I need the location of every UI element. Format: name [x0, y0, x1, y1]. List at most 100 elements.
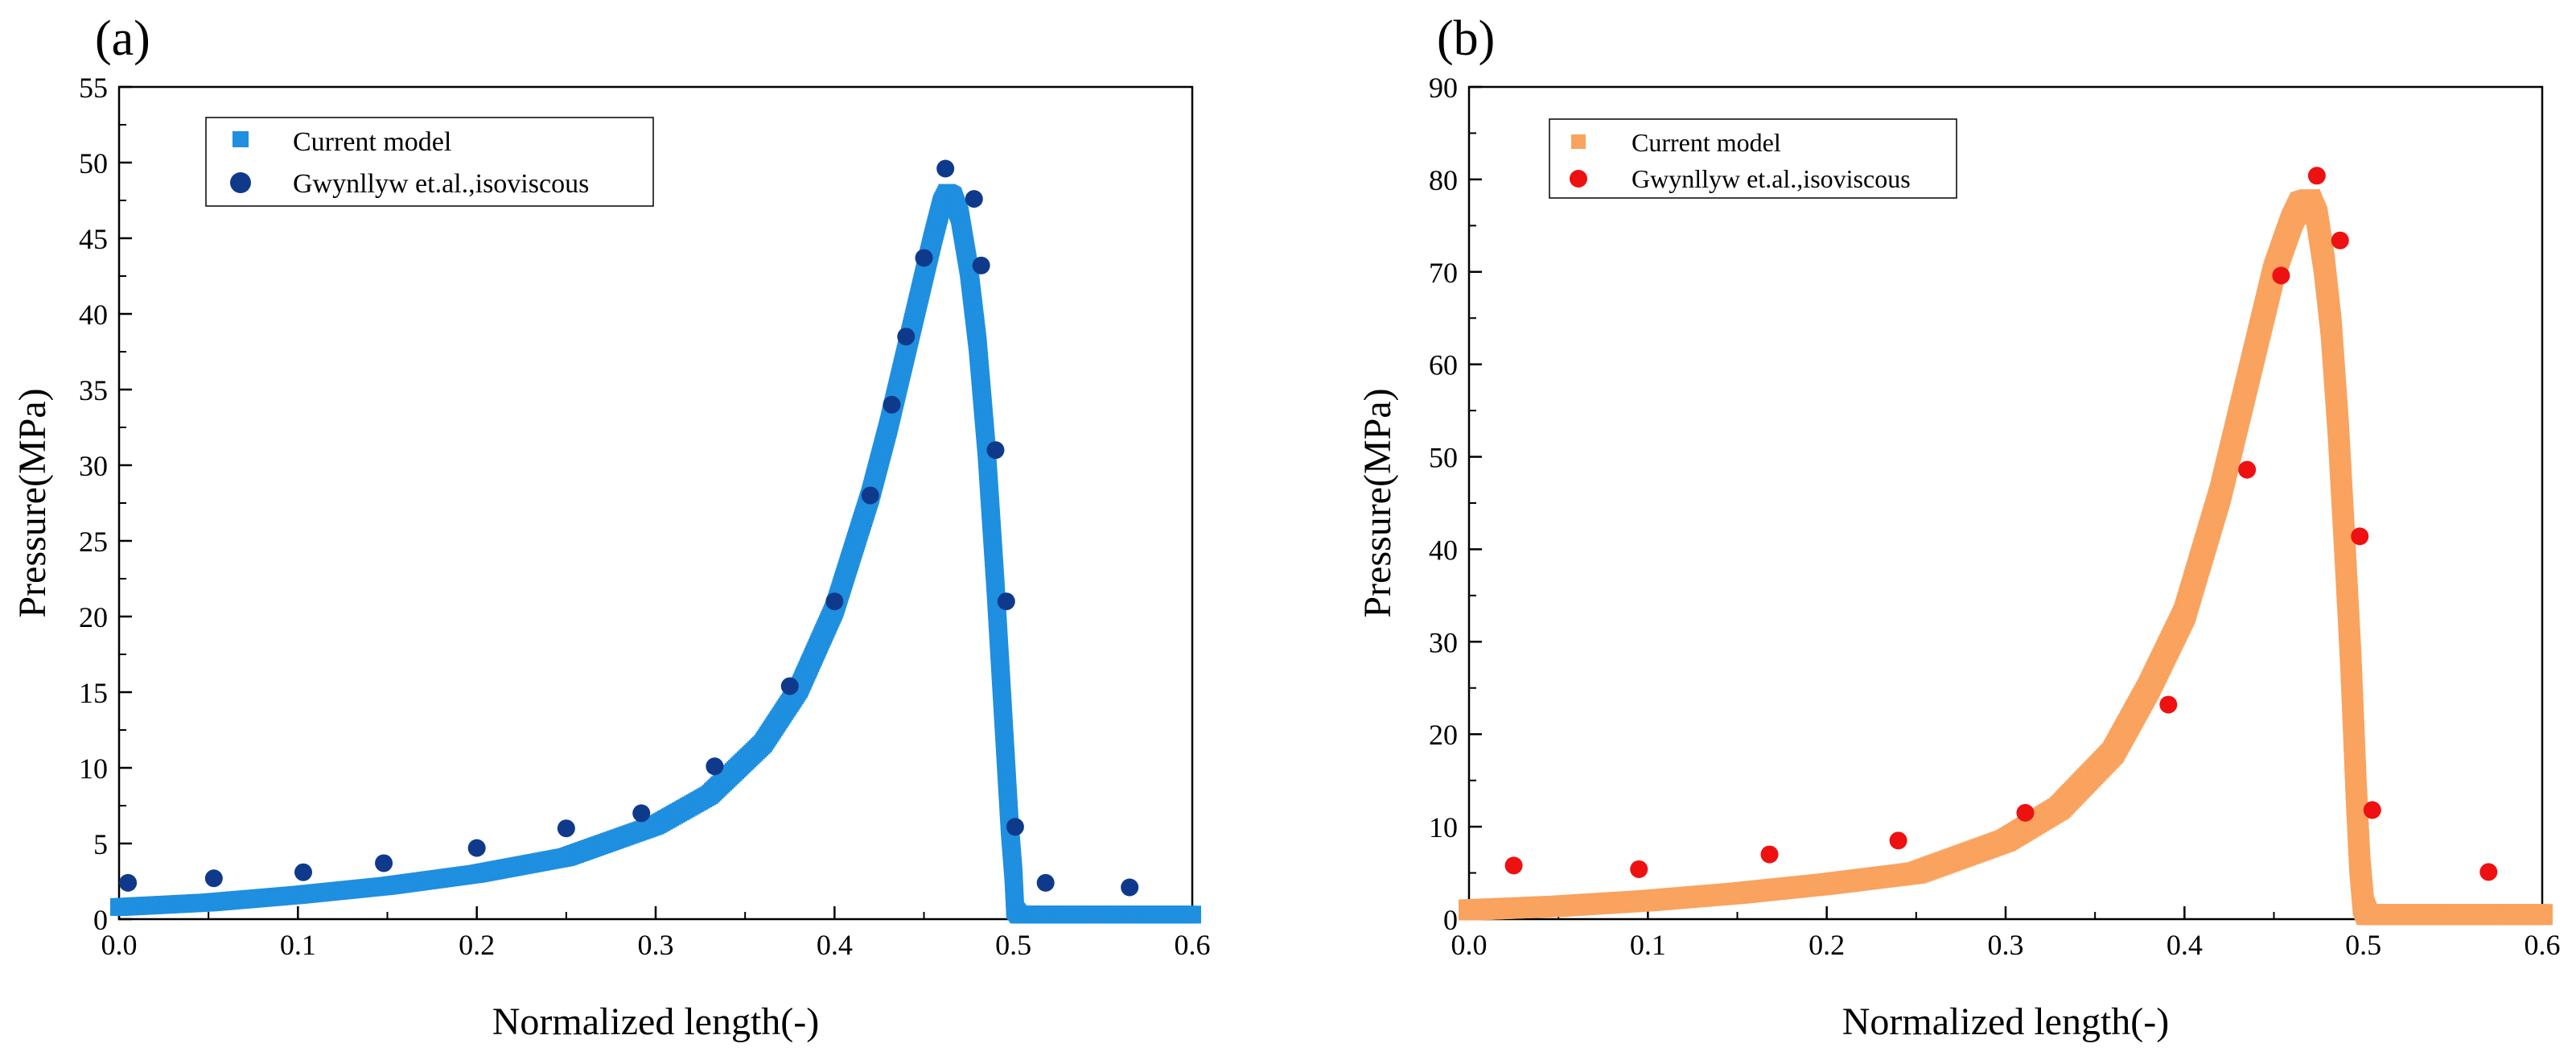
panel-a-legend-square-marker	[232, 131, 249, 147]
gwynllyw-data-point	[467, 839, 486, 857]
x-tick-label: 0.5	[2345, 929, 2381, 961]
y-tick-label: 0	[1443, 904, 1458, 936]
current-model-point	[2532, 904, 2553, 926]
gwynllyw-data-point	[2159, 695, 2178, 714]
current-model-point	[1183, 905, 1201, 924]
x-tick-label: 0.1	[1630, 929, 1666, 961]
panel-b-series-gwynllyw	[1504, 167, 2498, 881]
x-tick-label: 0.1	[280, 929, 316, 961]
y-tick-label: 60	[1429, 349, 1458, 382]
panel-a-legend: Current model Gwynllyw et.al.,isoviscous	[205, 117, 654, 207]
gwynllyw-data-point	[986, 441, 1005, 460]
panel-a-legend-label-gwynllyw: Gwynllyw et.al.,isoviscous	[293, 169, 589, 199]
panel-a-plot-frame	[117, 85, 1194, 921]
panel-a-series-current-model	[110, 184, 1201, 924]
gwynllyw-data-point	[997, 592, 1015, 611]
x-tick-label: 0.0	[101, 929, 138, 961]
y-tick-label: 70	[1429, 257, 1458, 289]
gwynllyw-data-point	[1504, 856, 1523, 875]
gwynllyw-data-point	[2016, 803, 2035, 822]
panel-b-legend-box	[1549, 118, 1957, 199]
y-tick-label: 30	[1429, 626, 1458, 658]
panel-b-series-current-model	[1459, 189, 2553, 926]
gwynllyw-data-point	[1121, 878, 1139, 897]
panel-a-legend-label-current: Current model	[293, 127, 451, 157]
y-tick-label: 20	[79, 601, 108, 633]
y-tick-label: 15	[79, 677, 108, 709]
gwynllyw-data-point	[1036, 873, 1055, 892]
gwynllyw-data-point	[1006, 818, 1024, 836]
gwynllyw-data-point	[706, 757, 724, 776]
panel-a-label: (a)	[95, 11, 150, 66]
x-tick-label: 0.6	[2525, 929, 2561, 961]
gwynllyw-data-point	[2479, 863, 2498, 881]
x-tick-label: 0.5	[995, 929, 1031, 961]
x-tick-label: 0.2	[459, 929, 495, 961]
panel-b-legend-label-gwynllyw: Gwynllyw et.al.,isoviscous	[1632, 164, 1911, 193]
gwynllyw-data-point	[2351, 527, 2369, 546]
y-tick-label: 80	[1429, 164, 1458, 196]
panel-a-legend-box	[205, 117, 654, 207]
panel-b-legend-square-marker	[1571, 134, 1586, 149]
gwynllyw-data-point	[883, 395, 901, 414]
gwynllyw-data-point	[780, 677, 799, 695]
panel-b-y-axis-label: Pressure(MPa)	[1356, 388, 1399, 617]
panel-b-label: (b)	[1437, 11, 1495, 66]
panel-a-x-tick-labels: 0.0 0.1 0.2 0.3 0.4 0.5 0.6	[101, 929, 1211, 961]
y-tick-label: 10	[1429, 811, 1458, 843]
y-tick-label: 20	[1429, 719, 1458, 751]
y-tick-label: 45	[79, 223, 108, 255]
panel-a-x-axis-label: Normalized length(-)	[492, 1000, 820, 1043]
y-tick-label: 55	[79, 72, 108, 104]
x-tick-label: 0.3	[638, 929, 674, 961]
gwynllyw-data-point	[2307, 167, 2326, 185]
panel-b-axis-ticks	[1467, 85, 2544, 921]
x-tick-label: 0.3	[1988, 929, 2024, 961]
x-tick-label: 0.2	[1809, 929, 1845, 961]
gwynllyw-data-point	[936, 159, 955, 178]
gwynllyw-data-point	[2272, 266, 2290, 285]
y-tick-label: 40	[79, 299, 108, 331]
panel-b-plot-frame	[1467, 85, 2544, 921]
panel-a-legend-circle-marker	[230, 172, 251, 193]
panel-b-y-tick-labels: 0 10 20 30 40 50 60 70 80 90	[1429, 72, 1458, 936]
x-tick-label: 0.0	[1451, 929, 1488, 961]
panel-b-legend: Current model Gwynllyw et.al.,isoviscous	[1549, 118, 1957, 199]
gwynllyw-data-point	[2238, 460, 2257, 479]
gwynllyw-data-point	[1889, 831, 1907, 850]
panel-a-axis-ticks	[117, 85, 1194, 921]
y-tick-label: 5	[93, 828, 108, 860]
x-tick-label: 0.4	[2167, 929, 2203, 961]
gwynllyw-data-point	[825, 592, 844, 611]
panel-b-legend-label-current: Current model	[1632, 128, 1781, 157]
gwynllyw-data-point	[972, 256, 990, 274]
panel-b-legend-circle-marker	[1570, 170, 1587, 188]
panel-a-series-gwynllyw	[119, 159, 1139, 897]
panel-a-y-axis-label: Pressure(MPa)	[11, 388, 54, 617]
gwynllyw-data-point	[2331, 231, 2349, 250]
y-tick-label: 90	[1429, 72, 1458, 104]
y-tick-label: 10	[79, 753, 108, 785]
panel-b-x-axis-label: Normalized length(-)	[1842, 1000, 2170, 1043]
gwynllyw-data-point	[375, 854, 393, 872]
y-tick-label: 30	[79, 450, 108, 482]
x-tick-label: 0.6	[1175, 929, 1211, 961]
gwynllyw-data-point	[632, 804, 651, 823]
y-tick-label: 35	[79, 374, 108, 406]
y-tick-label: 0	[93, 904, 108, 936]
gwynllyw-data-point	[2363, 801, 2381, 819]
gwynllyw-data-point	[915, 249, 933, 267]
panel-a-y-tick-labels: 0 5 10 15 20 25 30 35 40 45 50 55	[79, 72, 108, 936]
y-tick-label: 50	[79, 147, 108, 179]
y-tick-label: 25	[79, 526, 108, 558]
gwynllyw-data-point	[119, 873, 138, 892]
gwynllyw-data-point	[861, 486, 879, 505]
gwynllyw-data-point	[557, 819, 575, 838]
y-tick-label: 50	[1429, 442, 1458, 474]
gwynllyw-data-point	[1760, 845, 1779, 864]
x-tick-label: 0.4	[817, 929, 853, 961]
